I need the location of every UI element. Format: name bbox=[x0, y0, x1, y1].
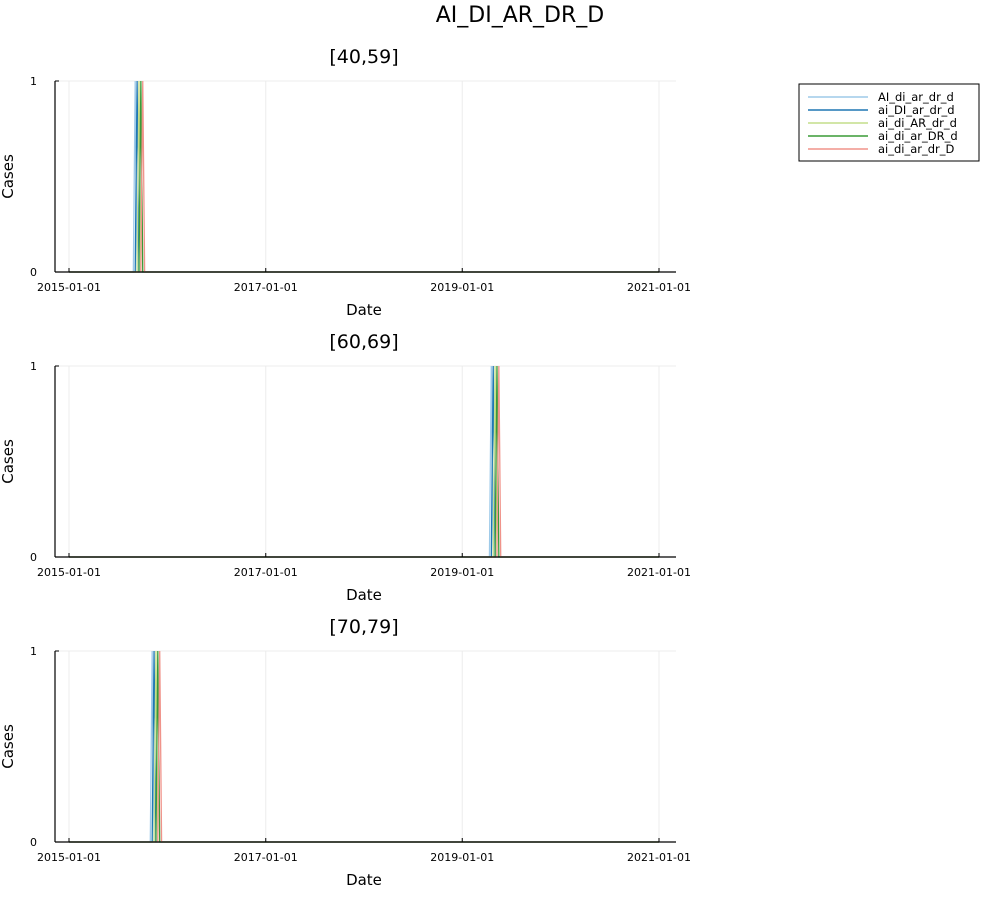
series-line bbox=[69, 80, 659, 273]
x-axis-label: Date bbox=[346, 586, 382, 604]
legend-label: ai_di_ar_dr_D bbox=[878, 142, 955, 156]
x-tick-label: 2019-01-01 bbox=[430, 566, 494, 579]
panel-title: [40,59] bbox=[329, 46, 398, 68]
series-line bbox=[69, 80, 659, 273]
y-axis-label: Cases bbox=[0, 724, 17, 769]
series-line bbox=[69, 365, 659, 558]
x-tick-label: 2017-01-01 bbox=[234, 281, 298, 294]
y-tick-label: 0 bbox=[30, 266, 37, 279]
x-tick-label: 2021-01-01 bbox=[627, 566, 691, 579]
series-line bbox=[69, 365, 659, 558]
legend-label: ai_DI_ar_dr_d bbox=[878, 103, 955, 117]
x-tick-label: 2017-01-01 bbox=[234, 851, 298, 864]
y-tick-label: 0 bbox=[30, 836, 37, 849]
series-line bbox=[69, 80, 659, 273]
series-line bbox=[69, 80, 659, 273]
y-tick-label: 0 bbox=[30, 551, 37, 564]
x-tick-label: 2019-01-01 bbox=[430, 851, 494, 864]
x-tick-label: 2017-01-01 bbox=[234, 566, 298, 579]
y-tick-label: 1 bbox=[30, 645, 37, 658]
series-line bbox=[69, 80, 659, 273]
legend-label: ai_di_AR_dr_d bbox=[878, 116, 957, 130]
x-tick-label: 2019-01-01 bbox=[430, 281, 494, 294]
x-tick-label: 2021-01-01 bbox=[627, 851, 691, 864]
panel-title: [70,79] bbox=[329, 616, 398, 638]
legend-label: AI_di_ar_dr_d bbox=[878, 90, 954, 104]
series-line bbox=[69, 365, 659, 558]
panel-title: [60,69] bbox=[329, 331, 398, 353]
y-tick-label: 1 bbox=[30, 360, 37, 373]
y-axis-label: Cases bbox=[0, 154, 17, 199]
series-line bbox=[69, 365, 659, 558]
figure-title: AI_DI_AR_DR_D bbox=[436, 3, 604, 28]
x-tick-label: 2015-01-01 bbox=[37, 851, 101, 864]
series-line bbox=[69, 365, 659, 558]
x-tick-label: 2015-01-01 bbox=[37, 281, 101, 294]
y-axis-label: Cases bbox=[0, 439, 17, 484]
y-tick-label: 1 bbox=[30, 75, 37, 88]
legend-label: ai_di_ar_DR_d bbox=[878, 129, 958, 143]
x-tick-label: 2021-01-01 bbox=[627, 281, 691, 294]
x-axis-label: Date bbox=[346, 871, 382, 889]
x-axis-label: Date bbox=[346, 301, 382, 319]
x-tick-label: 2015-01-01 bbox=[37, 566, 101, 579]
